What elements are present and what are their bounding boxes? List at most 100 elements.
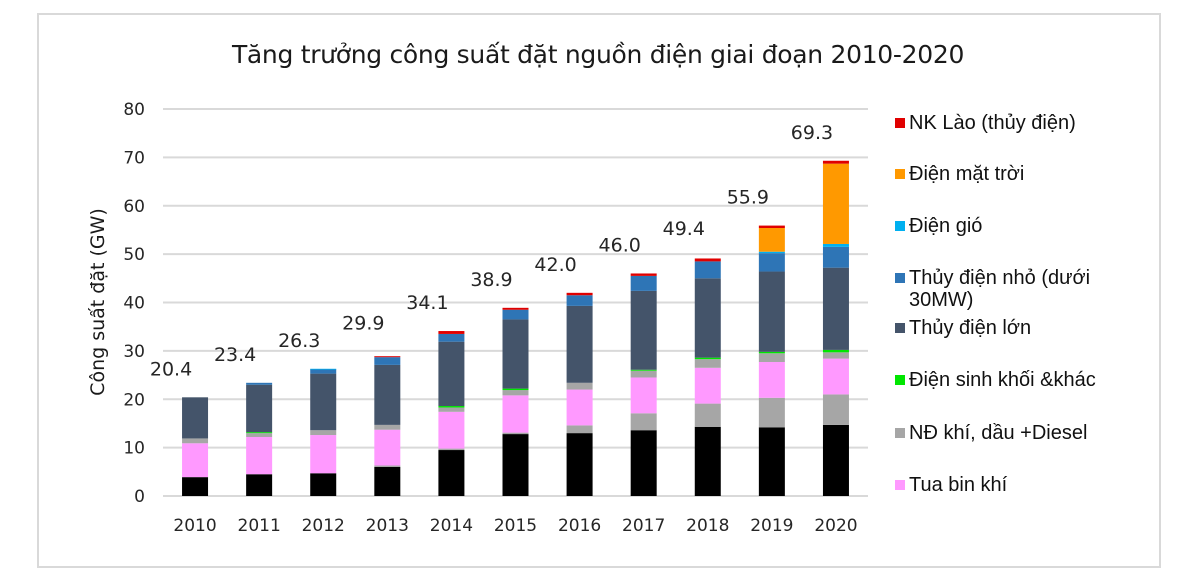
y-tick-label: 0 xyxy=(134,487,145,507)
chart-title: Tăng trưởng công suất đặt nguồn điện gia… xyxy=(231,40,965,69)
legend-item: Thủy điện lớn xyxy=(895,317,1159,339)
bar-segment xyxy=(182,438,209,444)
bar-segment xyxy=(246,384,273,433)
bar-segment xyxy=(310,473,337,496)
bar-segment xyxy=(694,278,721,358)
bar-stack xyxy=(374,356,401,496)
bar-stack xyxy=(502,307,529,496)
x-tick-label: 2017 xyxy=(622,516,665,536)
bar-segment xyxy=(310,368,337,370)
bar-segment xyxy=(630,369,657,371)
bar-segment xyxy=(374,357,401,365)
legend-label: Điện gió xyxy=(909,215,983,237)
bar-segment xyxy=(566,389,593,426)
bar-segment xyxy=(694,258,721,262)
bar-segment xyxy=(246,382,273,385)
bar-segment xyxy=(694,359,721,368)
data-label: 55.9 xyxy=(727,187,769,209)
bar-segment xyxy=(502,390,529,396)
data-label: 38.9 xyxy=(470,269,512,291)
legend-swatch xyxy=(895,118,905,128)
data-label: 26.3 xyxy=(278,330,320,352)
legend-label: Điện mặt trời xyxy=(909,163,1025,185)
bar-segment xyxy=(822,243,849,247)
legend-swatch xyxy=(895,169,905,179)
legend-swatch xyxy=(895,375,905,385)
data-label: 29.9 xyxy=(342,312,384,334)
bar-segment xyxy=(822,349,849,353)
bar-segment xyxy=(758,271,785,352)
y-axis-label: Công suất đặt (GW) xyxy=(87,208,109,396)
bar-segment xyxy=(246,436,273,475)
bar-segment xyxy=(694,357,721,360)
legend-swatch xyxy=(895,480,905,490)
bar-segment xyxy=(758,351,785,354)
bar-segment xyxy=(822,246,849,268)
bar-segment xyxy=(758,225,785,229)
bar-segment xyxy=(630,377,657,414)
legend-item: NK Lào (thủy điện) xyxy=(895,112,1159,134)
bar-segment xyxy=(438,331,465,334)
bar-segment xyxy=(438,448,465,451)
bar-segment xyxy=(758,251,785,254)
bar-segment xyxy=(630,413,657,431)
bar-segment xyxy=(822,394,849,425)
bar-segment xyxy=(566,433,593,496)
data-label: 34.1 xyxy=(406,292,448,314)
bar-segment xyxy=(502,395,529,433)
bar-stack xyxy=(438,331,465,496)
x-tick-label: 2018 xyxy=(686,516,729,536)
bar-segment xyxy=(758,353,785,363)
bar-segment xyxy=(374,465,401,467)
y-tick-label: 10 xyxy=(123,439,145,459)
bar-segment xyxy=(374,424,401,430)
bar-segment xyxy=(758,397,785,428)
x-tick-label: 2020 xyxy=(814,516,857,536)
bar-segment xyxy=(438,341,465,407)
y-tick-label: 40 xyxy=(123,294,145,314)
bar-segment xyxy=(630,430,657,496)
legend-label: Tua bin khí xyxy=(909,474,1008,496)
bar-segment xyxy=(374,429,401,466)
bar-stack xyxy=(694,258,721,496)
legend-swatch xyxy=(895,323,905,333)
bar-segment xyxy=(566,305,593,383)
legend-label: NK Lào (thủy điện) xyxy=(909,112,1076,134)
y-axis-ticks: 0 10 20 30 40 50 60 70 80 xyxy=(123,100,145,507)
legend-item: Điện sinh khối &khác xyxy=(895,369,1159,391)
data-label: 49.4 xyxy=(663,218,705,240)
x-axis-ticks: 2010 2011 2012 2013 2014 2015 2016 2017 2018 2019… xyxy=(173,516,857,536)
bar-stack xyxy=(758,225,785,496)
bar-segment xyxy=(246,433,273,437)
bar-segment xyxy=(630,273,657,276)
x-tick-label: 2010 xyxy=(173,516,216,536)
legend-item: Tua bin khí xyxy=(895,474,1159,496)
data-label: 20.4 xyxy=(150,358,192,380)
bar-segment xyxy=(182,397,209,439)
bar-segment xyxy=(502,319,529,389)
data-label: 23.4 xyxy=(214,344,256,366)
bar-segment xyxy=(822,352,849,359)
bar-segment xyxy=(502,434,529,496)
bar-segment xyxy=(822,160,849,164)
bar-segment xyxy=(502,432,529,435)
x-tick-label: 2013 xyxy=(366,516,409,536)
legend-label: Điện sinh khối &khác xyxy=(909,369,1096,391)
bar-segment xyxy=(374,356,401,358)
bar-segment xyxy=(566,295,593,306)
legend-swatch xyxy=(895,428,905,438)
x-tick-label: 2011 xyxy=(238,516,281,536)
bar-stack xyxy=(182,397,209,496)
bar-segment xyxy=(694,403,721,427)
bar-segment xyxy=(502,307,529,310)
y-tick-label: 50 xyxy=(123,245,145,265)
bar-segment xyxy=(758,228,785,252)
bar-segment xyxy=(182,477,209,496)
bar-segment xyxy=(566,292,593,296)
bar-segment xyxy=(694,367,721,404)
y-tick-label: 60 xyxy=(123,197,145,217)
bar-segment xyxy=(566,382,593,390)
data-labels: 20.4 23.4 26.3 29.9 34.1 38.9 42.0 46.0 49.4 55.9… xyxy=(150,122,833,381)
bar-segment xyxy=(630,275,657,291)
